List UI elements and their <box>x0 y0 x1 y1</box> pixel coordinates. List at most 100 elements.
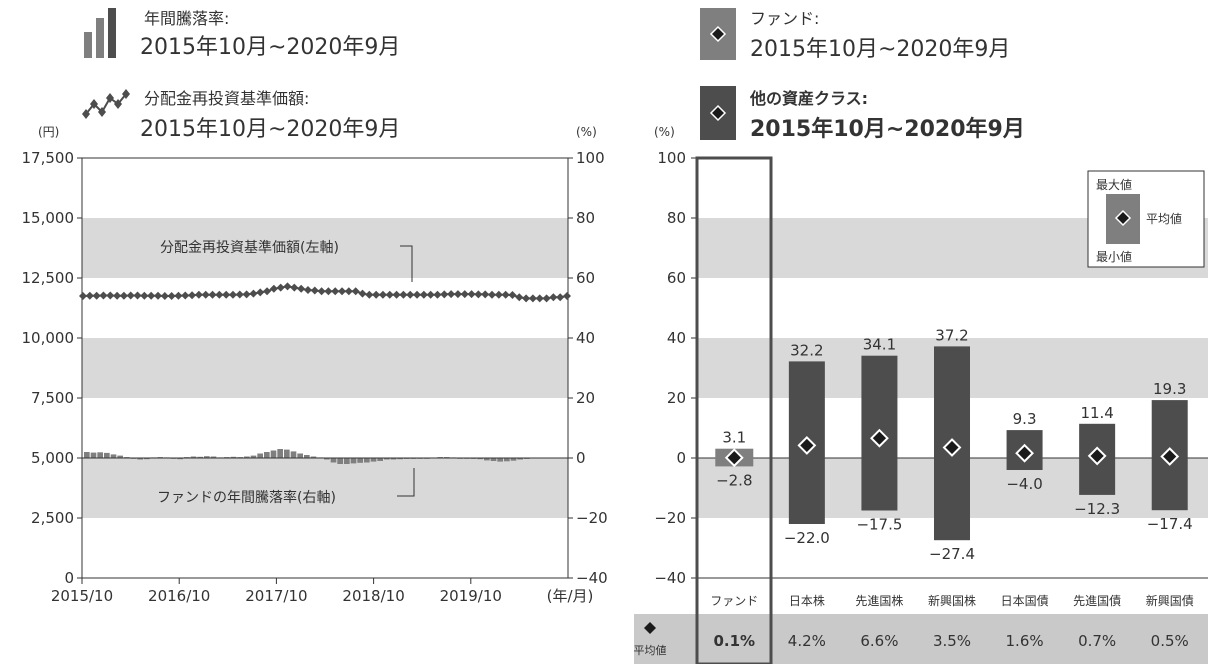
return-bar <box>144 458 150 460</box>
category-label: ファンド <box>710 594 758 608</box>
nav-point <box>126 291 135 300</box>
right-tick-label: −40 <box>576 569 608 587</box>
left-tick-label: 2,500 <box>31 509 74 527</box>
x-tick-label: 2016/10 <box>148 587 210 605</box>
return-bar <box>517 458 523 460</box>
nav-point <box>440 290 449 299</box>
nav-point <box>515 293 524 302</box>
nav-point <box>153 291 162 300</box>
category-label: 先進国株 <box>855 593 903 608</box>
fund-highlight-frame <box>695 156 773 664</box>
nav-point <box>256 288 265 297</box>
min-label: −22.0 <box>784 529 830 547</box>
line-annotation-leader <box>400 245 413 282</box>
fund-legend-title: ファンド: <box>750 9 819 28</box>
return-bar <box>504 458 510 462</box>
right-tick-label: 80 <box>576 209 595 227</box>
x-tick-label: 2018/10 <box>342 587 404 605</box>
left-tick-label: 7,500 <box>31 389 74 407</box>
return-bar <box>337 458 343 464</box>
range-legend-min: 最小値 <box>1096 249 1132 264</box>
right-unit-label: (%) <box>576 125 597 139</box>
nav-point <box>338 287 347 296</box>
nav-point <box>147 291 156 300</box>
return-bar <box>357 458 363 463</box>
return-bar <box>97 452 103 458</box>
return-bar <box>84 452 90 458</box>
nav-point <box>413 290 422 299</box>
nav-point <box>167 292 176 300</box>
nav-point <box>276 283 285 292</box>
return-bar <box>190 456 197 458</box>
nav-point <box>508 291 517 300</box>
right-tick-label: 60 <box>576 269 595 287</box>
x-tick-label: 2015/10 <box>51 587 113 605</box>
avg-value-label: 4.2% <box>788 632 826 650</box>
nav-point <box>481 290 490 299</box>
return-bar <box>104 452 110 458</box>
nav-point <box>453 290 462 299</box>
return-bar <box>257 453 263 458</box>
return-bar <box>277 449 283 458</box>
avg-row-diamond-icon <box>644 622 656 634</box>
nav-point <box>535 294 544 303</box>
nav-point <box>208 290 217 299</box>
range-legend-max: 最大値 <box>1096 177 1132 192</box>
avg-marker <box>1015 443 1034 463</box>
return-bar <box>310 456 317 458</box>
nav-point <box>460 290 469 299</box>
nav-point <box>372 290 381 299</box>
category-label: 先進国債 <box>1073 593 1121 608</box>
return-bar <box>210 456 217 458</box>
nav-point <box>324 287 333 296</box>
nav-point <box>392 290 401 299</box>
nav-point <box>365 290 374 299</box>
y-tick-label: 20 <box>667 389 686 407</box>
nav-point <box>351 287 360 296</box>
nav-point <box>119 291 128 300</box>
avg-marker <box>870 428 889 448</box>
nav-point <box>283 282 292 291</box>
line-legend-period: 2015年10月~2020年9月 <box>140 117 400 142</box>
avg-marker <box>1087 446 1107 466</box>
left-tick-label: 17,500 <box>22 149 75 167</box>
fund-legend-period: 2015年10月~2020年9月 <box>750 37 1010 62</box>
nav-point <box>528 294 537 303</box>
left-tick-label: 10,000 <box>22 329 75 347</box>
return-bar <box>110 454 117 458</box>
nav-point <box>474 290 483 299</box>
band <box>82 458 568 518</box>
return-bar <box>297 453 303 458</box>
return-bar <box>117 455 123 458</box>
nav-point <box>317 287 326 296</box>
nav-point <box>194 290 203 299</box>
avg-value-label: 0.1% <box>713 632 755 650</box>
nav-point <box>426 290 435 299</box>
nav-point <box>501 290 510 299</box>
return-bar <box>350 458 357 464</box>
max-label: 19.3 <box>1153 380 1186 398</box>
nav-point <box>494 290 503 299</box>
band <box>82 338 568 398</box>
left-tick-label: 12,500 <box>22 269 75 287</box>
return-bar <box>270 450 277 458</box>
range-legend-diamond-icon <box>1114 209 1132 227</box>
return-bar <box>330 458 337 463</box>
avg-value-label: 3.5% <box>933 632 971 650</box>
category-label: 新興国株 <box>928 593 976 608</box>
nav-point <box>290 283 299 292</box>
left-unit-label: (円) <box>38 125 59 139</box>
bar-annotation: ファンドの年間騰落率(右軸) <box>157 489 336 506</box>
return-bar <box>284 449 290 458</box>
return-bar <box>397 458 403 460</box>
return-bar <box>324 458 330 460</box>
nav-point <box>228 290 237 299</box>
avg-value-label: 1.6% <box>1006 632 1044 650</box>
nav-point <box>92 291 101 300</box>
min-label: −4.0 <box>1006 475 1042 493</box>
nav-point <box>106 291 115 300</box>
nav-point <box>133 291 142 300</box>
nav-point <box>399 290 408 299</box>
